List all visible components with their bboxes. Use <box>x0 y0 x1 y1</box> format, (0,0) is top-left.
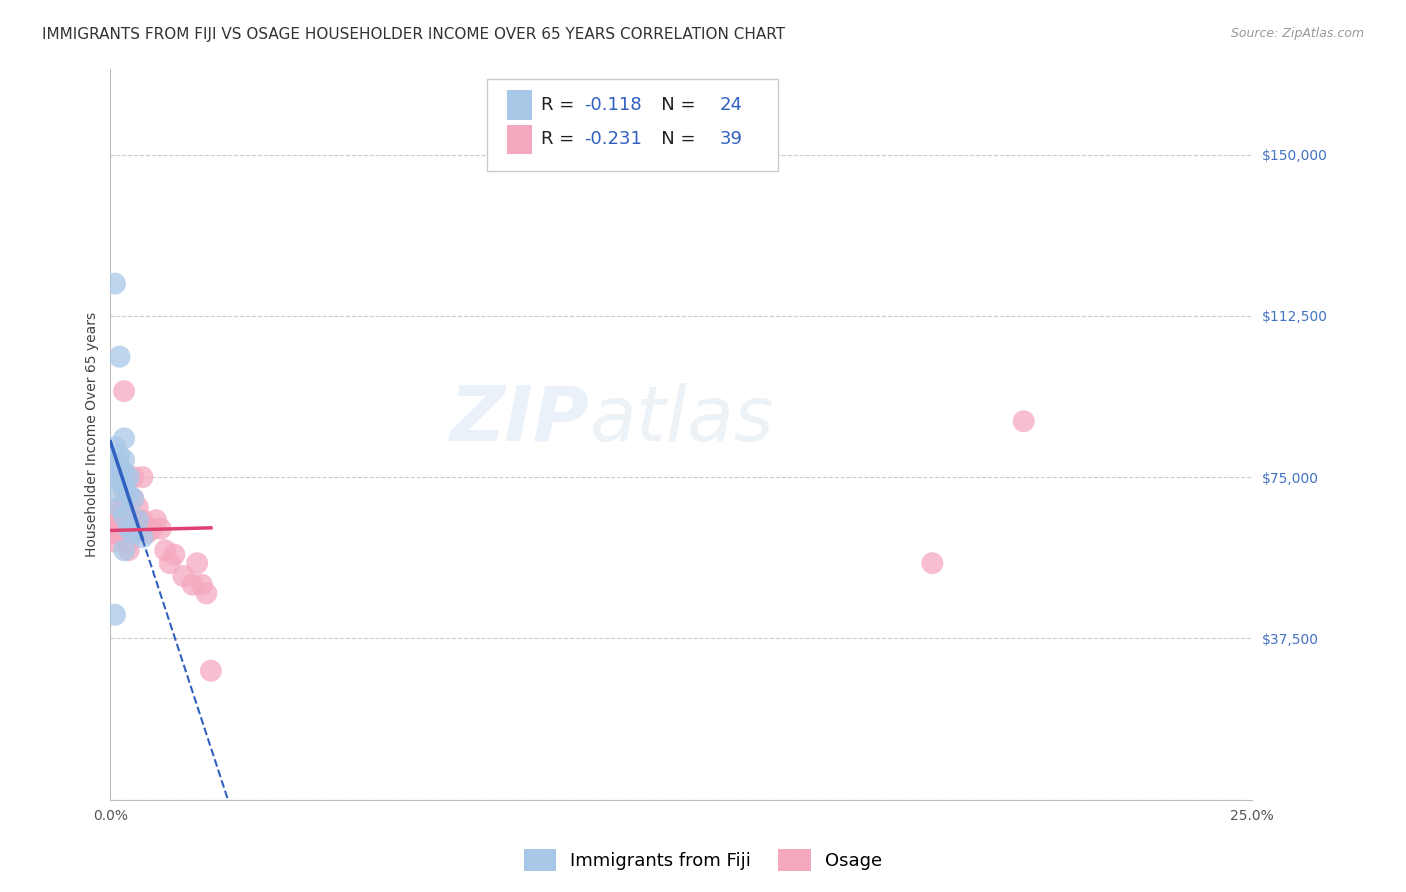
Point <box>112 508 135 523</box>
Point <box>104 483 127 497</box>
Point <box>141 522 163 536</box>
Point <box>127 513 149 527</box>
Point <box>149 522 172 536</box>
Point <box>108 461 131 475</box>
Text: ZIP: ZIP <box>450 383 591 457</box>
Point <box>118 534 141 549</box>
Point <box>118 522 141 536</box>
Legend: Immigrants from Fiji, Osage: Immigrants from Fiji, Osage <box>516 842 890 879</box>
Text: R =: R = <box>541 130 579 148</box>
Text: IMMIGRANTS FROM FIJI VS OSAGE HOUSEHOLDER INCOME OVER 65 YEARS CORRELATION CHART: IMMIGRANTS FROM FIJI VS OSAGE HOUSEHOLDE… <box>42 27 786 42</box>
Point <box>118 470 141 484</box>
Point <box>108 350 131 364</box>
Point <box>118 487 141 501</box>
Bar <box>506 90 531 120</box>
Point <box>195 586 218 600</box>
Point <box>112 384 135 398</box>
Point <box>131 470 153 484</box>
Point <box>112 453 135 467</box>
Point <box>122 513 145 527</box>
Point <box>108 513 131 527</box>
Text: N =: N = <box>644 96 700 114</box>
Text: Source: ZipAtlas.com: Source: ZipAtlas.com <box>1230 27 1364 40</box>
Point <box>118 526 141 541</box>
Point <box>118 513 141 527</box>
Text: -0.231: -0.231 <box>583 130 643 148</box>
Point <box>104 513 127 527</box>
Point <box>108 500 131 515</box>
Point <box>145 513 167 527</box>
Point <box>163 548 186 562</box>
Point <box>1012 414 1035 428</box>
Point <box>104 526 127 541</box>
Point <box>112 466 135 480</box>
Point <box>108 475 131 489</box>
Point <box>122 491 145 506</box>
Bar <box>506 125 531 154</box>
Point <box>127 500 149 515</box>
Point <box>112 483 135 497</box>
Text: atlas: atlas <box>591 383 775 457</box>
Point <box>186 556 208 570</box>
Point <box>104 522 127 536</box>
Point <box>108 526 131 541</box>
Point <box>172 569 194 583</box>
Point <box>159 556 181 570</box>
Point <box>112 543 135 558</box>
FancyBboxPatch shape <box>486 79 779 171</box>
Point <box>921 556 943 570</box>
Point <box>104 534 127 549</box>
Point <box>131 513 153 527</box>
Point <box>190 577 212 591</box>
Point <box>136 526 159 541</box>
Point <box>122 491 145 506</box>
Text: -0.118: -0.118 <box>583 96 641 114</box>
Point <box>108 449 131 463</box>
Point <box>200 664 222 678</box>
Point <box>112 432 135 446</box>
Point <box>104 468 127 483</box>
Text: 39: 39 <box>720 130 742 148</box>
Point <box>112 500 135 515</box>
Text: N =: N = <box>644 130 700 148</box>
Point <box>108 500 131 515</box>
Point <box>118 522 141 536</box>
Point <box>118 543 141 558</box>
Point <box>122 470 145 484</box>
Point <box>181 577 204 591</box>
Point <box>104 457 127 471</box>
Point <box>127 513 149 527</box>
Point <box>108 522 131 536</box>
Point <box>112 470 135 484</box>
Point <box>104 440 127 454</box>
Point <box>112 479 135 493</box>
Y-axis label: Householder Income Over 65 years: Householder Income Over 65 years <box>86 311 100 557</box>
Point <box>122 526 145 541</box>
Point <box>155 543 177 558</box>
Point <box>131 530 153 544</box>
Text: 24: 24 <box>720 96 742 114</box>
Text: R =: R = <box>541 96 579 114</box>
Point <box>104 607 127 622</box>
Point <box>104 277 127 291</box>
